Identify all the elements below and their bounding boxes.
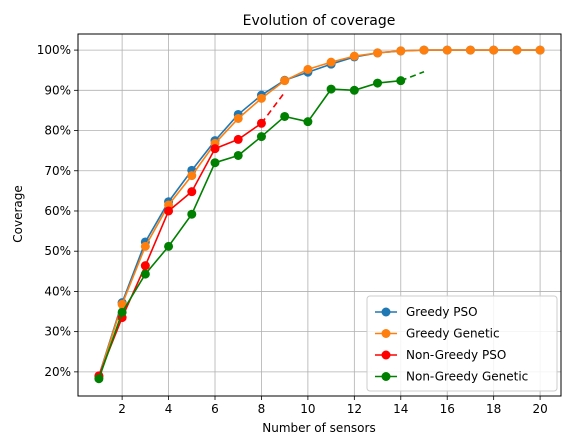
legend-label: Non-Greedy PSO bbox=[406, 348, 506, 362]
data-point bbox=[349, 85, 359, 95]
data-point bbox=[256, 118, 266, 128]
series-non-greedy-pso bbox=[94, 91, 286, 381]
data-point bbox=[280, 111, 290, 121]
chart-title: Evolution of coverage bbox=[243, 13, 396, 29]
series-non-greedy-genetic bbox=[94, 71, 425, 384]
legend-label: Greedy Genetic bbox=[406, 327, 500, 341]
legend-item: Greedy PSO bbox=[375, 305, 478, 319]
legend-marker bbox=[381, 307, 391, 317]
legend-label: Greedy PSO bbox=[406, 305, 478, 319]
legend-label: Non-Greedy Genetic bbox=[406, 370, 528, 384]
y-axis-label: Coverage bbox=[11, 185, 25, 243]
x-axis-label: Number of sensors bbox=[262, 421, 375, 435]
data-point bbox=[140, 269, 150, 279]
data-point bbox=[419, 45, 429, 55]
data-point bbox=[326, 84, 336, 94]
series-layer bbox=[94, 45, 545, 384]
legend-marker bbox=[381, 329, 391, 338]
data-point bbox=[233, 150, 243, 160]
y-tick-label: 30% bbox=[44, 325, 71, 339]
data-point bbox=[117, 299, 127, 309]
data-point bbox=[489, 45, 499, 55]
data-point bbox=[233, 134, 243, 144]
y-tick-label: 80% bbox=[44, 124, 71, 138]
data-point bbox=[326, 57, 336, 67]
data-point bbox=[349, 51, 359, 61]
data-point bbox=[233, 113, 243, 123]
x-tick-label: 6 bbox=[211, 402, 219, 416]
y-tick-label: 50% bbox=[44, 244, 71, 258]
y-tick-label: 100% bbox=[37, 43, 71, 57]
data-point bbox=[396, 76, 406, 86]
data-point bbox=[117, 307, 127, 317]
data-point bbox=[373, 48, 383, 58]
legend-marker bbox=[381, 350, 391, 360]
legend-box bbox=[366, 295, 558, 392]
legend: Greedy PSO Greedy Genetic Non-Greedy PSO No… bbox=[366, 295, 558, 392]
data-point bbox=[256, 132, 266, 142]
data-point bbox=[256, 93, 266, 103]
series-line bbox=[98, 79, 401, 379]
y-tick-label: 90% bbox=[44, 83, 71, 97]
x-tick-label: 4 bbox=[165, 402, 173, 416]
data-point bbox=[164, 206, 174, 216]
series-extension-line bbox=[260, 91, 286, 124]
data-point bbox=[140, 241, 150, 251]
x-tick-label: 18 bbox=[486, 402, 501, 416]
data-point bbox=[512, 45, 522, 55]
legend-item: Greedy Genetic bbox=[375, 327, 500, 341]
series-line bbox=[98, 122, 262, 377]
data-point bbox=[535, 45, 545, 55]
y-tick-label: 60% bbox=[44, 204, 71, 218]
plot-area bbox=[77, 33, 562, 397]
data-point bbox=[187, 209, 197, 219]
x-tick-label: 16 bbox=[440, 402, 455, 416]
x-tick-label: 8 bbox=[258, 402, 266, 416]
x-tick-label: 14 bbox=[393, 402, 408, 416]
data-point bbox=[373, 78, 383, 88]
y-tick-label: 70% bbox=[44, 164, 71, 178]
x-tick-label: 10 bbox=[300, 402, 315, 416]
x-tick-label: 12 bbox=[347, 402, 362, 416]
series-greedy-genetic bbox=[94, 45, 545, 382]
data-point bbox=[280, 76, 290, 86]
x-tick-label: 2 bbox=[118, 402, 126, 416]
axis-ticks: 2 4 6 8 10 12 14 16 18 20 20% 30% 40% 50% 60% 70% 80% 90%… bbox=[37, 43, 548, 416]
data-point bbox=[465, 45, 475, 55]
data-point bbox=[396, 46, 406, 56]
y-tick-label: 20% bbox=[44, 365, 71, 379]
legend-item: Non-Greedy Genetic bbox=[375, 370, 528, 384]
legend-marker bbox=[381, 372, 391, 381]
y-tick-label: 40% bbox=[44, 284, 71, 298]
data-point bbox=[303, 117, 313, 127]
data-point bbox=[187, 171, 197, 181]
x-tick-label: 20 bbox=[532, 402, 547, 416]
data-point bbox=[210, 158, 220, 168]
data-point bbox=[303, 64, 313, 74]
legend-item: Non-Greedy PSO bbox=[375, 348, 506, 362]
data-point bbox=[164, 241, 174, 251]
data-point bbox=[94, 374, 104, 384]
data-point bbox=[140, 261, 150, 271]
data-point bbox=[210, 144, 220, 154]
data-point bbox=[442, 45, 452, 55]
data-point bbox=[187, 187, 197, 197]
